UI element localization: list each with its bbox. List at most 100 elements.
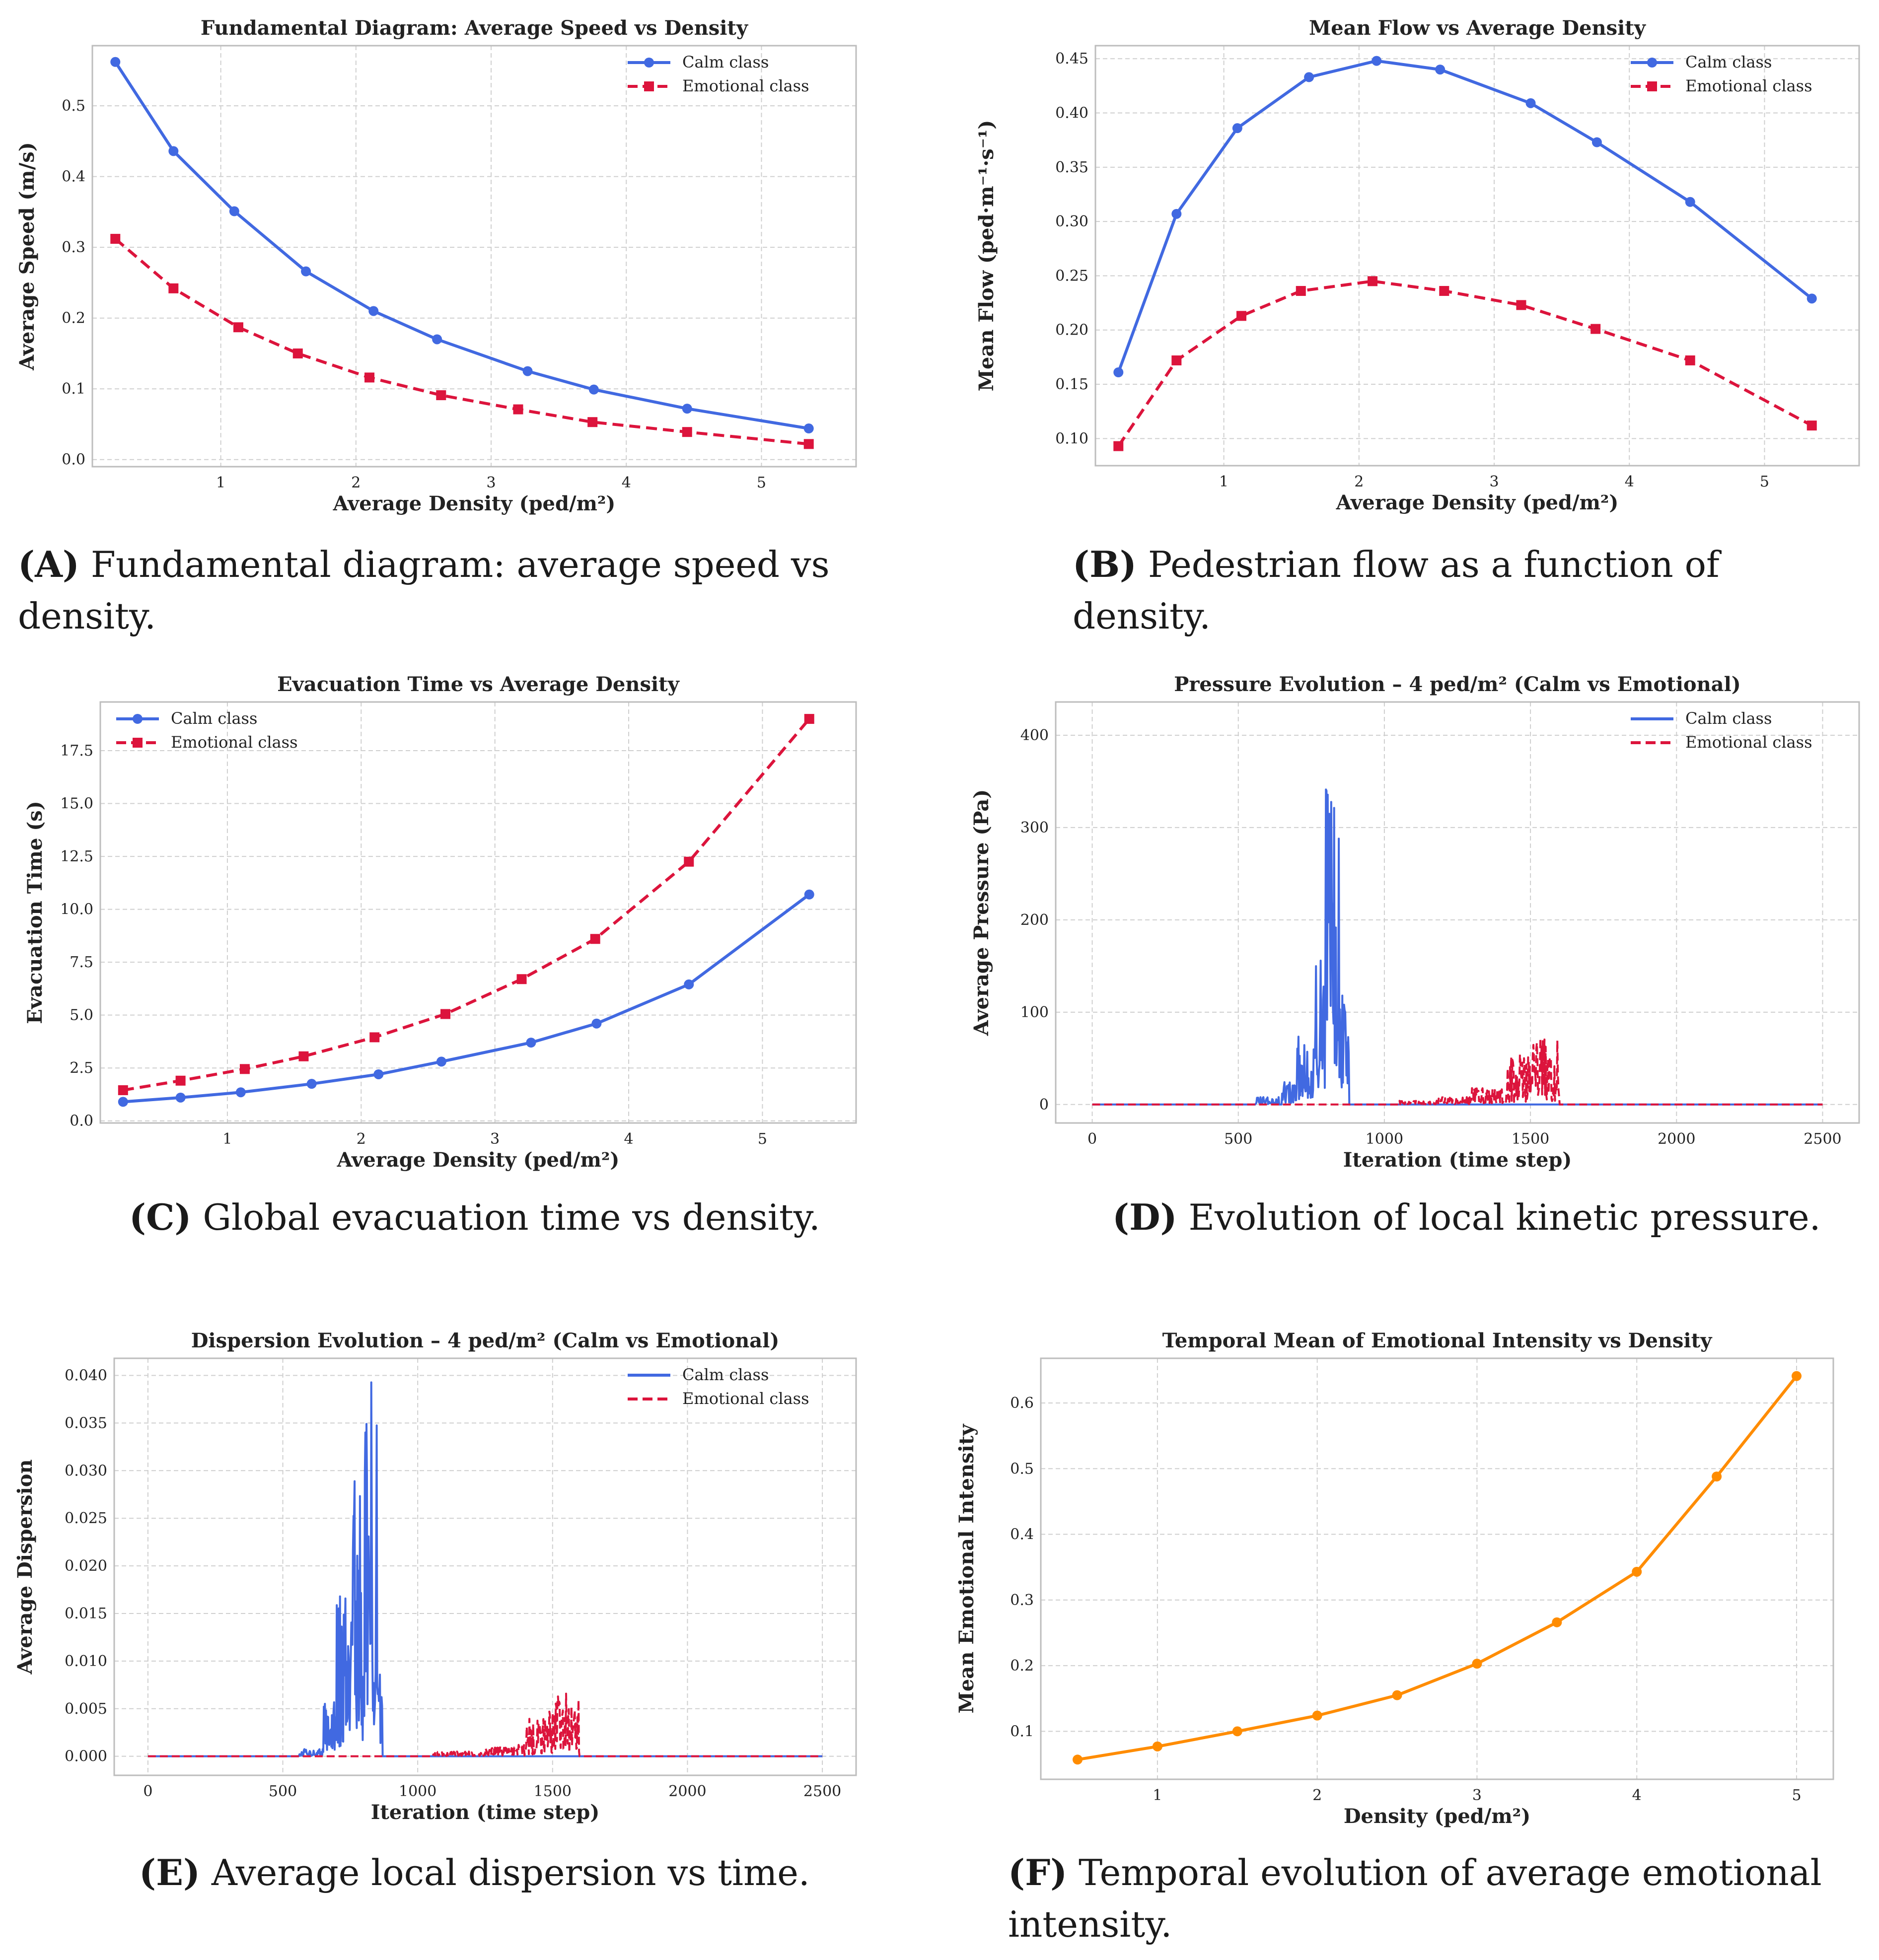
x-tick-label: 5	[757, 474, 766, 491]
data-point	[1791, 1371, 1802, 1381]
y-tick-label: 0.3	[1010, 1592, 1034, 1609]
y-tick-label: 0.0	[70, 1113, 93, 1130]
chart-b: Mean Flow vs Average Density 1 2 3 4 5 0.10 0.1…	[975, 16, 1860, 514]
data-point	[682, 427, 692, 437]
series-intensity	[1073, 1371, 1802, 1765]
legend-marker	[133, 714, 143, 724]
data-point	[1171, 209, 1182, 219]
y-tick-label: 0.25	[1055, 267, 1088, 284]
caption-f-tag: (F)	[1008, 1851, 1068, 1893]
series-emotional	[110, 234, 814, 449]
y-tick-label: 0.035	[65, 1414, 107, 1432]
legend-label: Emotional class	[682, 76, 809, 95]
x-axis-label: Iteration (time step)	[371, 1801, 600, 1824]
x-tick-label: 5	[758, 1130, 767, 1148]
x-tick-label: 1000	[1366, 1130, 1403, 1148]
y-tick-label: 0.30	[1055, 213, 1088, 230]
x-tick-label: 1	[1153, 1787, 1162, 1804]
series-line	[1117, 280, 1813, 447]
grid-lines	[100, 702, 856, 1123]
y-tick-label: 0.2	[1010, 1657, 1034, 1675]
y-axis-label: Mean Emotional Intensity	[955, 1423, 978, 1714]
x-tick-label: 5	[1792, 1787, 1801, 1804]
data-point	[1516, 300, 1526, 310]
data-point	[682, 404, 692, 414]
data-point	[526, 1038, 536, 1048]
x-tick-label: 2	[351, 474, 361, 491]
y-tick-label: 0.2	[62, 310, 85, 327]
x-tick-label: 2	[357, 1130, 366, 1148]
x-tick-label: 0	[143, 1783, 152, 1800]
y-tick-label: 0.025	[65, 1510, 107, 1527]
y-tick-label: 400	[1020, 727, 1049, 744]
chart-panel-b: Mean Flow vs Average Density 1 2 3 4 5 0.10 0.1…	[939, 10, 1862, 521]
series-emotional	[1113, 276, 1817, 451]
y-tick-label: 2.5	[70, 1059, 93, 1077]
data-point	[436, 390, 446, 401]
x-tick-label: 1500	[1512, 1130, 1549, 1148]
data-point	[1073, 1754, 1083, 1765]
data-point	[1472, 1659, 1482, 1669]
caption-c: (C) Global evacuation time vs density.	[129, 1191, 874, 1243]
x-tick-label: 1000	[399, 1783, 436, 1800]
x-tick-label: 5	[1760, 473, 1769, 490]
data-point	[118, 1085, 128, 1095]
y-tick-label: 0.020	[65, 1557, 107, 1575]
x-tick-label: 4	[622, 474, 631, 491]
legend-label: Calm class	[682, 53, 769, 71]
legend-label: Emotional class	[1685, 76, 1812, 95]
y-tick-label: 0.010	[65, 1653, 107, 1670]
data-point	[803, 439, 814, 449]
x-axis-label: Density (ped/m²)	[1344, 1805, 1530, 1828]
legend-marker	[1647, 58, 1657, 68]
series-line	[114, 237, 809, 446]
y-tick-label: 0.5	[1010, 1460, 1034, 1477]
data-point	[1152, 1741, 1162, 1751]
data-point	[168, 146, 179, 156]
data-point	[1236, 311, 1246, 321]
y-tick-label: 0.4	[1010, 1526, 1034, 1543]
data-point	[590, 934, 600, 944]
plot-frame	[1094, 45, 1860, 467]
legend-label: Emotional class	[682, 1389, 809, 1408]
data-point	[440, 1009, 451, 1019]
data-point	[292, 348, 303, 358]
y-tick-label: 0.6	[1010, 1395, 1034, 1412]
data-point	[1312, 1710, 1322, 1721]
caption-f-text: Temporal evolution of average emotional …	[1008, 1852, 1822, 1946]
chart-f: Temporal Mean of Emotional Intensity vs …	[955, 1329, 1834, 1828]
x-tick-label: 2	[1354, 473, 1364, 490]
x-axis-label: Average Density (ped/m²)	[1336, 491, 1619, 514]
y-axis-label: Evacuation Time (s)	[23, 801, 47, 1024]
data-point	[233, 322, 243, 333]
legend-label: Emotional class	[1685, 733, 1812, 752]
y-tick-label: 200	[1020, 911, 1049, 929]
x-tick-label: 2000	[1658, 1130, 1695, 1148]
caption-c-text: Global evacuation time vs density.	[203, 1196, 820, 1238]
y-tick-label: 0.35	[1055, 159, 1088, 176]
chart-a: Fundamental Diagram: Average Speed vs De…	[15, 16, 857, 515]
x-tick-label: 3	[486, 474, 496, 491]
caption-e-text: Average local dispersion vs time.	[211, 1852, 810, 1893]
data-point	[369, 1032, 380, 1043]
y-axis-label: Average Dispersion	[13, 1460, 37, 1675]
data-point	[1807, 293, 1817, 304]
data-point	[306, 1079, 317, 1089]
y-tick-label: 0.20	[1055, 322, 1088, 339]
x-tick-label: 1	[222, 1130, 232, 1148]
chart-title: Mean Flow vs Average Density	[1309, 16, 1647, 40]
data-point	[803, 423, 814, 434]
series-emotional	[118, 714, 814, 1095]
x-tick-label: 500	[269, 1783, 297, 1800]
caption-c-tag: (C)	[129, 1196, 192, 1238]
data-point	[516, 974, 527, 984]
x-tick-label: 0	[1087, 1130, 1097, 1148]
data-point	[588, 384, 599, 395]
series-line	[1091, 788, 1823, 1106]
series-calm	[147, 1381, 823, 1757]
x-axis-label: Average Density (ped/m²)	[337, 1148, 620, 1172]
grid-lines	[1095, 46, 1859, 466]
x-tick-label: 3	[1472, 1787, 1482, 1804]
series-line	[114, 61, 809, 430]
chart-panel-d: Pressure Evolution – 4 ped/m² (Calm vs E…	[939, 665, 1862, 1177]
